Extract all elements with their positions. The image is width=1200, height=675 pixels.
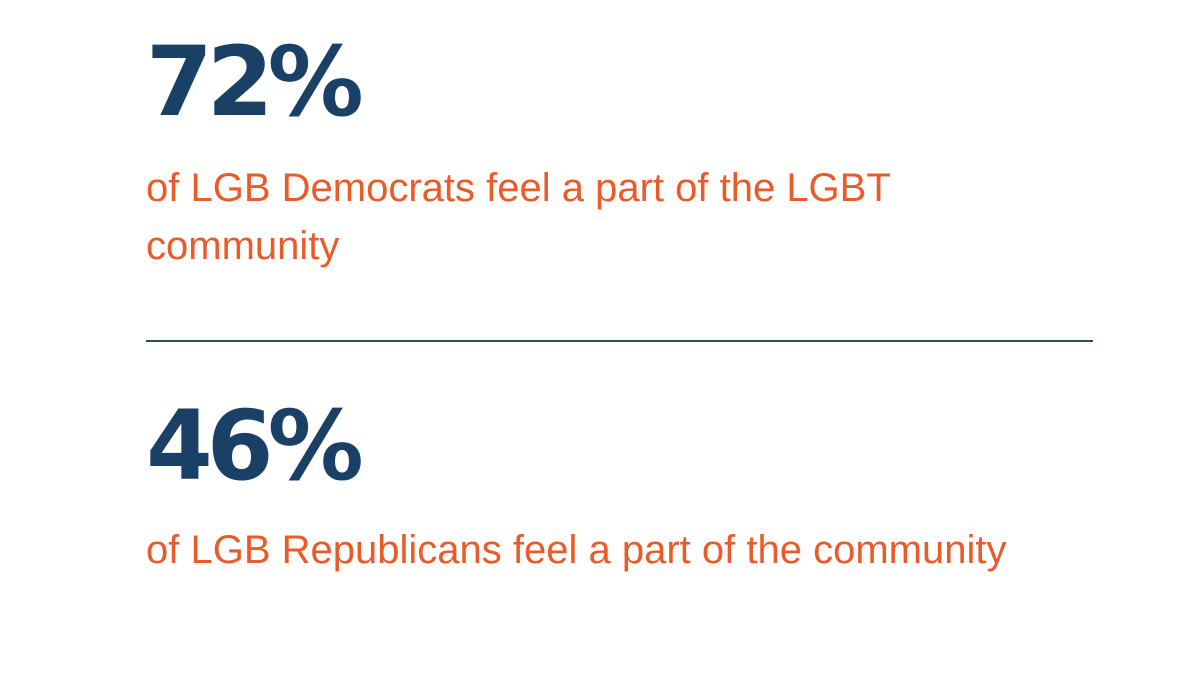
stat-caption-democrats: of LGB Democrats feel a part of the LGBT…: [146, 166, 891, 268]
stat-value-republicans: 46%: [146, 390, 364, 502]
stat-value-democrats: 72%: [146, 26, 364, 138]
section-divider: [146, 340, 1093, 342]
stat-caption-republicans: of LGB Republicans feel a part of the co…: [146, 528, 1007, 572]
